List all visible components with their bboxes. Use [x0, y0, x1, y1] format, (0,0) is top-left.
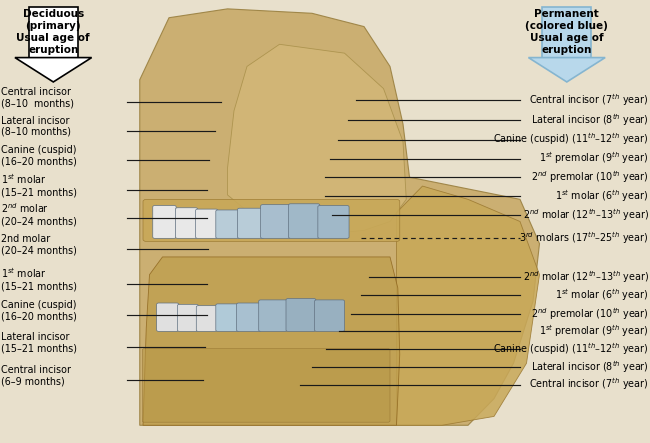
- Text: Lateral incisor (8$^{th}$ year): Lateral incisor (8$^{th}$ year): [531, 359, 649, 375]
- FancyBboxPatch shape: [153, 206, 176, 238]
- Text: Canine (cuspid) (11$^{th}$–12$^{th}$ year): Canine (cuspid) (11$^{th}$–12$^{th}$ yea…: [493, 132, 649, 148]
- Text: 2$^{nd}$ molar (12$^{th}$–13$^{th}$ year): 2$^{nd}$ molar (12$^{th}$–13$^{th}$ year…: [523, 269, 649, 285]
- Text: Central incisor
(8–10  months): Central incisor (8–10 months): [1, 87, 74, 108]
- FancyBboxPatch shape: [196, 209, 218, 238]
- Polygon shape: [227, 44, 406, 235]
- Text: 2nd molar
(20–24 months): 2nd molar (20–24 months): [1, 234, 77, 255]
- FancyBboxPatch shape: [177, 304, 198, 331]
- FancyBboxPatch shape: [196, 306, 217, 331]
- FancyBboxPatch shape: [289, 204, 320, 238]
- Text: 1$^{st}$ premolar (9$^{th}$ year): 1$^{st}$ premolar (9$^{th}$ year): [540, 323, 649, 339]
- Text: Deciduous
(primary)
Usual age of
eruption: Deciduous (primary) Usual age of eruptio…: [16, 9, 90, 55]
- Text: 1$^{st}$ molar (6$^{th}$ year): 1$^{st}$ molar (6$^{th}$ year): [556, 288, 649, 303]
- Polygon shape: [15, 58, 92, 82]
- FancyBboxPatch shape: [286, 299, 316, 331]
- Text: Lateral incisor
(15–21 months): Lateral incisor (15–21 months): [1, 332, 77, 354]
- Text: Canine (cuspid)
(16–20 months): Canine (cuspid) (16–20 months): [1, 300, 77, 322]
- Text: 1$^{st}$ molar
(15–21 months): 1$^{st}$ molar (15–21 months): [1, 173, 77, 198]
- FancyBboxPatch shape: [259, 300, 287, 331]
- Text: Lateral incisor
(8–10 months): Lateral incisor (8–10 months): [1, 116, 72, 137]
- FancyBboxPatch shape: [237, 303, 261, 331]
- FancyBboxPatch shape: [176, 208, 198, 238]
- Text: 2$^{nd}$ premolar (10$^{th}$ year): 2$^{nd}$ premolar (10$^{th}$ year): [531, 306, 649, 322]
- FancyBboxPatch shape: [216, 210, 240, 238]
- FancyBboxPatch shape: [543, 7, 592, 58]
- Text: Central incisor (7$^{th}$ year): Central incisor (7$^{th}$ year): [529, 92, 649, 108]
- Text: Canine (cuspid)
(16–20 months): Canine (cuspid) (16–20 months): [1, 145, 77, 167]
- FancyBboxPatch shape: [143, 199, 400, 241]
- Text: 1$^{st}$ molar (6$^{th}$ year): 1$^{st}$ molar (6$^{th}$ year): [556, 188, 649, 204]
- Text: Lateral incisor (8$^{th}$ year): Lateral incisor (8$^{th}$ year): [531, 112, 649, 128]
- Text: Canine (cuspid) (11$^{th}$–12$^{th}$ year): Canine (cuspid) (11$^{th}$–12$^{th}$ yea…: [493, 341, 649, 357]
- Polygon shape: [140, 9, 540, 425]
- Text: 2$^{nd}$ molar
(20–24 months): 2$^{nd}$ molar (20–24 months): [1, 202, 77, 226]
- Text: Central incisor
(6–9 months): Central incisor (6–9 months): [1, 365, 72, 386]
- Text: 3$^{rd}$ molars (17$^{th}$–25$^{th}$ year): 3$^{rd}$ molars (17$^{th}$–25$^{th}$ yea…: [519, 230, 649, 246]
- FancyBboxPatch shape: [315, 300, 344, 331]
- Text: Central incisor (7$^{th}$ year): Central incisor (7$^{th}$ year): [529, 377, 649, 392]
- Text: 2$^{nd}$ premolar (10$^{th}$ year): 2$^{nd}$ premolar (10$^{th}$ year): [531, 169, 649, 185]
- Text: 1$^{st}$ premolar (9$^{th}$ year): 1$^{st}$ premolar (9$^{th}$ year): [540, 151, 649, 167]
- FancyBboxPatch shape: [142, 349, 390, 422]
- FancyBboxPatch shape: [216, 304, 239, 331]
- FancyBboxPatch shape: [261, 205, 291, 238]
- Text: 2$^{nd}$ molar (12$^{th}$–13$^{th}$ year): 2$^{nd}$ molar (12$^{th}$–13$^{th}$ year…: [523, 207, 649, 223]
- Polygon shape: [143, 257, 400, 425]
- FancyBboxPatch shape: [238, 208, 264, 238]
- FancyBboxPatch shape: [157, 303, 179, 331]
- FancyBboxPatch shape: [318, 206, 349, 238]
- Text: 1$^{st}$ molar
(15–21 months): 1$^{st}$ molar (15–21 months): [1, 267, 77, 291]
- Polygon shape: [528, 58, 605, 82]
- Polygon shape: [396, 186, 540, 425]
- Text: Permanent
(colored blue)
Usual age of
eruption: Permanent (colored blue) Usual age of er…: [525, 9, 608, 55]
- FancyBboxPatch shape: [29, 7, 78, 58]
